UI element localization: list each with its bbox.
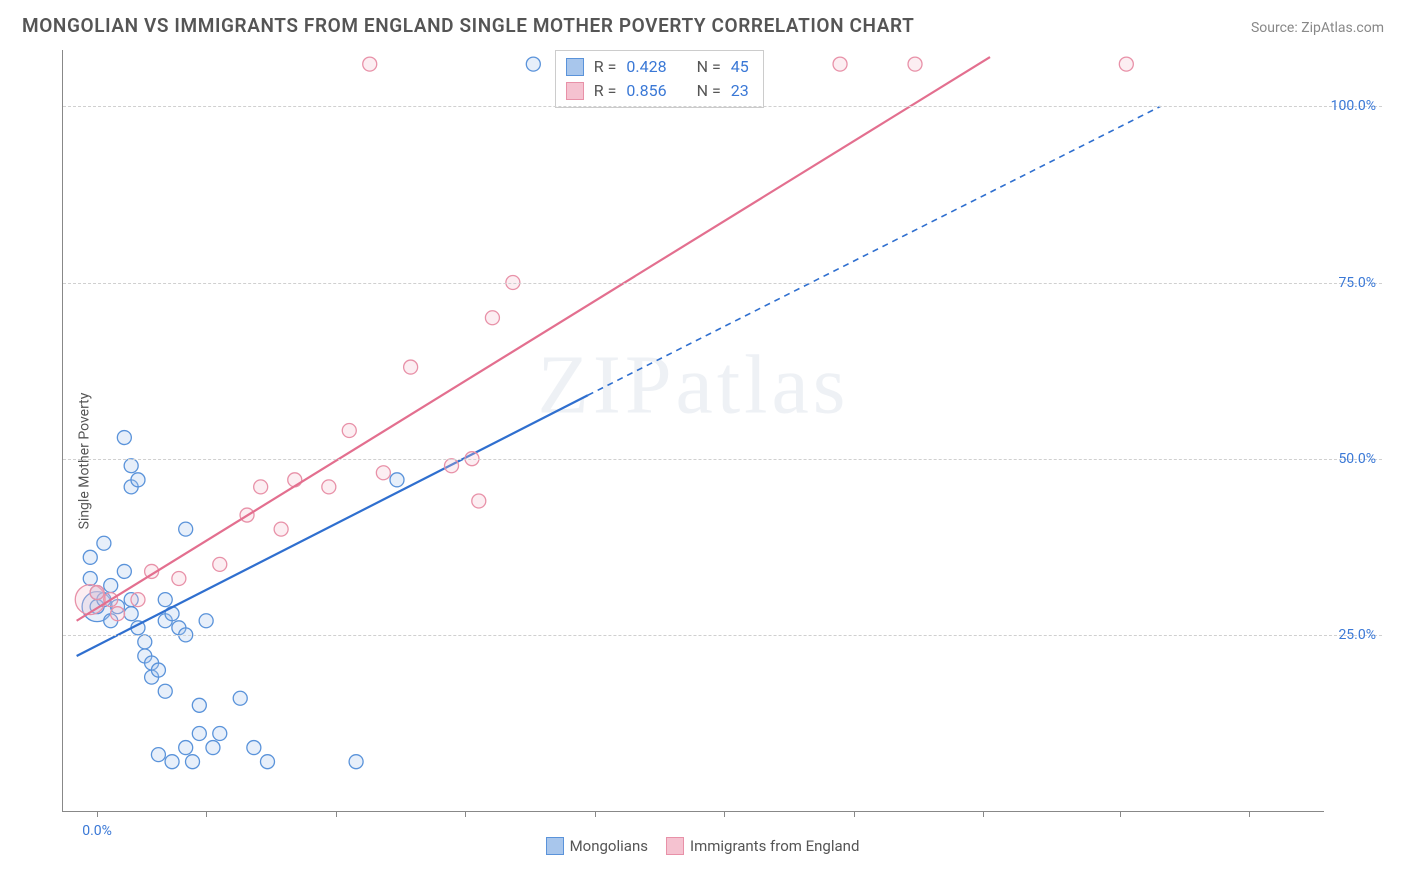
- scatter-point: [390, 473, 404, 487]
- y-gridline: [63, 459, 1382, 460]
- r-value: 0.428: [626, 55, 666, 79]
- scatter-point: [151, 748, 165, 762]
- scatter-point: [254, 480, 268, 494]
- scatter-point: [117, 431, 131, 445]
- chart-source: Source: ZipAtlas.com: [1251, 20, 1384, 36]
- scatter-point: [124, 459, 138, 473]
- r-value: 0.856: [626, 79, 666, 103]
- stats-row: R = 0.428 N = 45: [566, 55, 749, 79]
- scatter-point: [833, 57, 847, 71]
- scatter-point: [138, 635, 152, 649]
- scatter-point: [83, 550, 97, 564]
- y-tick-label: 75.0%: [1338, 275, 1376, 291]
- scatter-point: [131, 593, 145, 607]
- scatter-point: [199, 614, 213, 628]
- scatter-point: [111, 607, 125, 621]
- n-value: 23: [731, 79, 749, 103]
- x-tick: [1120, 811, 1121, 817]
- scatter-point: [151, 663, 165, 677]
- x-tick: [206, 811, 207, 817]
- scatter-point: [472, 494, 486, 508]
- legend-swatch: [546, 837, 564, 855]
- trend-line: [77, 395, 588, 656]
- y-tick-label: 100.0%: [1331, 98, 1376, 114]
- chart-title: MONGOLIAN VS IMMIGRANTS FROM ENGLAND SIN…: [22, 14, 914, 37]
- trend-line: [77, 57, 990, 621]
- x-tick: [97, 811, 98, 817]
- scatter-point: [158, 593, 172, 607]
- scatter-point: [260, 755, 274, 769]
- scatter-point: [908, 57, 922, 71]
- scatter-point: [342, 424, 356, 438]
- y-tick-label: 50.0%: [1338, 451, 1376, 467]
- scatter-point: [247, 741, 261, 755]
- n-label: N =: [697, 55, 721, 79]
- r-label: R =: [594, 55, 617, 79]
- scatter-point: [213, 726, 227, 740]
- x-tick: [336, 811, 337, 817]
- scatter-point: [186, 755, 200, 769]
- scatter-point: [322, 480, 336, 494]
- chart-container: Single Mother Poverty ZIPatlas R =0.428N…: [22, 50, 1384, 872]
- scatter-point: [158, 684, 172, 698]
- scatter-point: [363, 57, 377, 71]
- scatter-point: [288, 473, 302, 487]
- scatter-point: [90, 586, 104, 600]
- n-label: N =: [697, 79, 721, 103]
- scatter-point: [349, 755, 363, 769]
- chart-header: MONGOLIAN VS IMMIGRANTS FROM ENGLAND SIN…: [0, 0, 1406, 43]
- legend-label: Mongolians: [570, 837, 648, 855]
- scatter-point: [165, 755, 179, 769]
- scatter-point: [233, 691, 247, 705]
- scatter-point: [206, 741, 220, 755]
- scatter-point: [274, 522, 288, 536]
- scatter-point: [376, 466, 390, 480]
- source-name: ZipAtlas.com: [1301, 20, 1384, 36]
- trend-line-dashed: [588, 106, 1161, 395]
- scatter-point: [192, 726, 206, 740]
- scatter-point: [526, 57, 540, 71]
- scatter-point: [97, 536, 111, 550]
- plot-area: ZIPatlas R =0.428N =45R =0.856N =23 Mong…: [62, 50, 1324, 812]
- scatter-point: [179, 522, 193, 536]
- series-swatch: [566, 82, 584, 100]
- x-tick: [983, 811, 984, 817]
- y-gridline: [63, 635, 1382, 636]
- x-tick: [854, 811, 855, 817]
- scatter-point: [131, 473, 145, 487]
- series-swatch: [566, 58, 584, 76]
- x-tick: [1249, 811, 1250, 817]
- scatter-point: [124, 607, 138, 621]
- x-tick-label: 0.0%: [82, 823, 112, 839]
- y-gridline: [63, 106, 1382, 107]
- n-value: 45: [731, 55, 749, 79]
- scatter-point: [485, 311, 499, 325]
- y-gridline: [63, 283, 1382, 284]
- stats-row: R = 0.856 N = 23: [566, 79, 749, 103]
- legend-label: Immigrants from England: [690, 837, 859, 855]
- series-legend: Mongolians Immigrants from England: [63, 837, 1324, 855]
- scatter-point: [445, 459, 459, 473]
- scatter-point: [213, 557, 227, 571]
- scatter-point: [192, 698, 206, 712]
- x-tick: [595, 811, 596, 817]
- scatter-point: [179, 741, 193, 755]
- scatter-point: [117, 564, 131, 578]
- x-tick: [724, 811, 725, 817]
- scatter-point: [104, 579, 118, 593]
- legend-swatch: [666, 837, 684, 855]
- r-label: R =: [594, 79, 617, 103]
- scatter-point: [172, 571, 186, 585]
- scatter-point: [404, 360, 418, 374]
- x-tick: [465, 811, 466, 817]
- scatter-point: [83, 571, 97, 585]
- plot-svg: [63, 50, 1324, 811]
- source-prefix: Source:: [1251, 20, 1301, 36]
- y-tick-label: 25.0%: [1338, 627, 1376, 643]
- scatter-point: [1119, 57, 1133, 71]
- stats-legend-box: R = 0.428 N = 45 R = 0.856 N = 23: [555, 50, 764, 108]
